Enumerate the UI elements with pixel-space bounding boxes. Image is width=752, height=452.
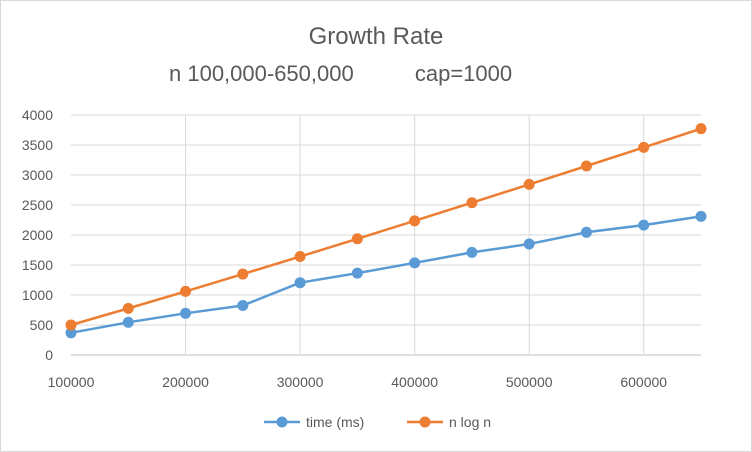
data-point (122, 302, 134, 314)
y-tick-label: 1000 (22, 287, 53, 303)
data-point (294, 277, 306, 289)
series-line-2 (70, 127, 702, 327)
series-line-1 (70, 215, 702, 335)
data-point (523, 178, 535, 190)
data-point (466, 246, 478, 258)
x-tick-label: 100000 (48, 374, 95, 390)
y-tick-label: 2500 (22, 197, 53, 213)
data-point (638, 219, 650, 231)
y-tick-label: 3500 (22, 137, 53, 153)
data-point (580, 160, 592, 172)
data-point (409, 215, 421, 227)
data-point (65, 327, 77, 339)
data-point (523, 238, 535, 250)
chart-subtitle: n 100,000-650,000 cap=1000 (169, 61, 513, 86)
x-tick-label: 400000 (391, 374, 438, 390)
data-point (695, 210, 707, 222)
data-point (409, 257, 421, 269)
y-tick-label: 2000 (22, 227, 53, 243)
legend-marker (419, 416, 431, 428)
data-point (65, 319, 77, 331)
legend-label: time (ms) (306, 414, 364, 430)
data-point (695, 123, 707, 135)
y-tick-label: 1500 (22, 257, 53, 273)
data-point (466, 197, 478, 209)
x-tick-label: 300000 (277, 374, 324, 390)
data-point (180, 307, 192, 319)
x-tick-label: 500000 (506, 374, 553, 390)
data-point (294, 251, 306, 263)
chart-title: Growth Rate (308, 23, 444, 50)
data-point (237, 268, 249, 280)
legend-marker (276, 416, 288, 428)
data-point (180, 285, 192, 297)
data-point (122, 316, 134, 328)
y-tick-label: 500 (30, 317, 54, 333)
x-tick-label: 200000 (162, 374, 209, 390)
data-point (351, 233, 363, 245)
legend-label: n log n (449, 414, 491, 430)
data-point (580, 226, 592, 238)
y-tick-label: 0 (45, 347, 53, 363)
y-tick-label: 4000 (22, 107, 53, 123)
y-tick-label: 3000 (22, 167, 53, 183)
x-tick-label: 600000 (620, 374, 667, 390)
data-point (638, 141, 650, 153)
data-point (237, 300, 249, 311)
data-point (351, 267, 363, 279)
